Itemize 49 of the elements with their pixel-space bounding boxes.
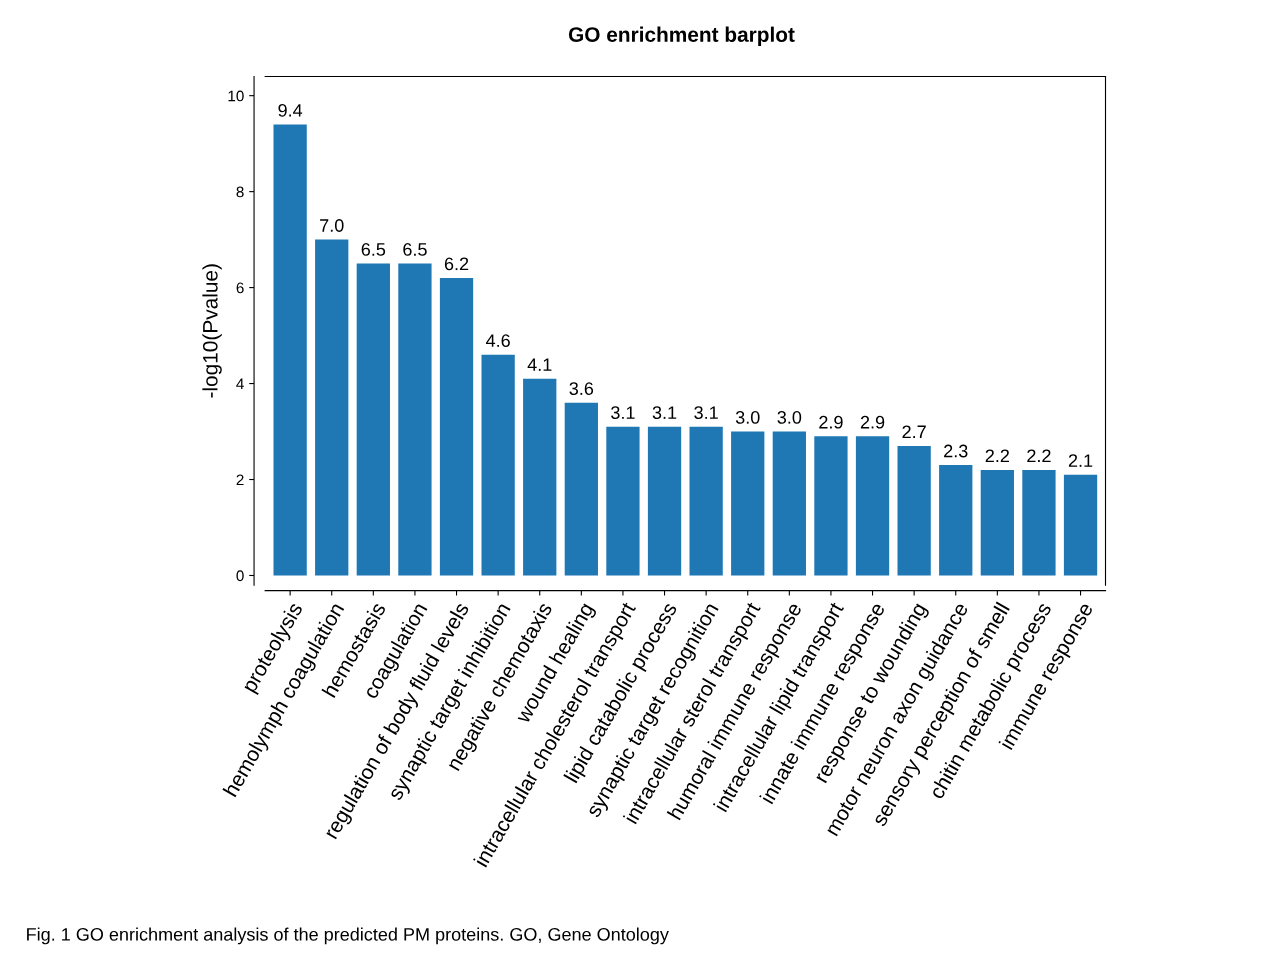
- bar: [689, 426, 723, 576]
- bar: [356, 263, 390, 576]
- bar: [814, 436, 848, 576]
- data-label: 2.9: [860, 415, 885, 429]
- chart-title: GO enrichment barplot: [568, 26, 795, 47]
- data-label: 3.1: [611, 406, 635, 419]
- y-tick-label: 2: [236, 474, 244, 486]
- bar: [897, 445, 931, 576]
- y-tick-label: 10: [228, 90, 244, 102]
- data-label: 9.4: [278, 103, 303, 117]
- bar: [315, 239, 349, 576]
- data-label: 3.0: [777, 411, 802, 424]
- y-tick-label: 8: [236, 186, 244, 198]
- data-label: 7.0: [320, 219, 344, 232]
- data-label: 2.9: [819, 415, 843, 429]
- data-label: 4.1: [527, 358, 552, 371]
- data-label: 3.0: [735, 411, 760, 424]
- data-label: 2.1: [1068, 454, 1093, 467]
- data-label: 2.2: [985, 449, 1009, 463]
- bar: [1022, 469, 1056, 576]
- bar: [439, 278, 474, 576]
- bar: [980, 469, 1014, 576]
- caption: Fig. 1 GO enrichment analysis of the predicted PM proteins. GO, Gene Ontology: [27, 927, 669, 945]
- bar: [398, 263, 432, 576]
- data-label: 2.3: [944, 444, 968, 458]
- bar: [523, 378, 557, 576]
- data-label: 4.6: [486, 334, 510, 348]
- y-tick-label: 4: [236, 378, 244, 390]
- bar: [855, 436, 890, 576]
- bar: [606, 426, 640, 576]
- bar: [1063, 474, 1098, 576]
- bar: [481, 354, 515, 576]
- y-axis-title: -log10(Pvalue): [202, 264, 222, 398]
- bar: [731, 431, 765, 576]
- bar: [273, 124, 307, 576]
- data-label: 6.5: [403, 243, 427, 256]
- data-label: 3.1: [652, 406, 677, 419]
- data-label: 3.6: [569, 382, 594, 396]
- bar: [647, 426, 682, 576]
- data-label: 6.5: [361, 243, 386, 256]
- data-label: 3.1: [694, 406, 718, 419]
- data-label: 2.2: [1027, 449, 1051, 463]
- y-tick-label: 6: [236, 282, 244, 294]
- data-label: 2.7: [902, 425, 926, 439]
- data-label: 6.2: [444, 257, 469, 271]
- y-tick-label: 0: [236, 570, 244, 582]
- bar: [772, 431, 806, 576]
- bar: [564, 402, 598, 576]
- bar: [939, 465, 973, 576]
